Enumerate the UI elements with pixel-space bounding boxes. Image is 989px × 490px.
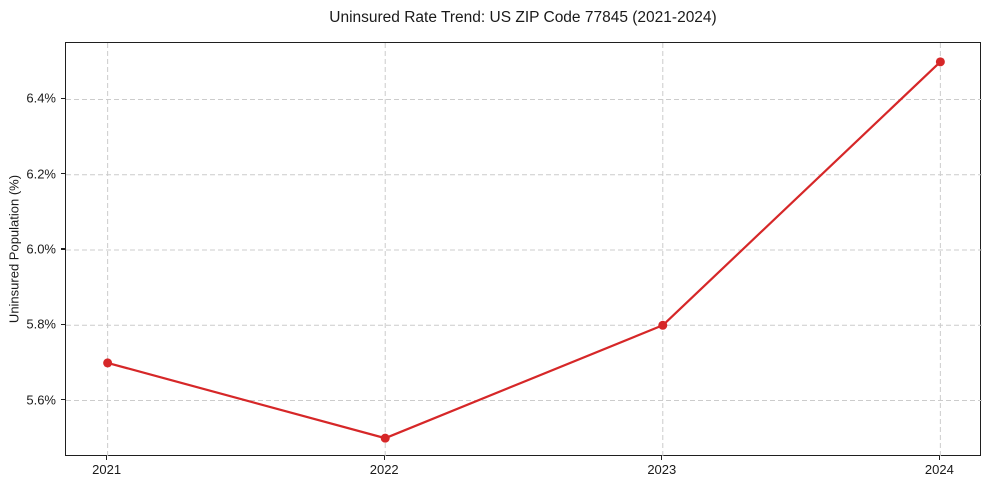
y-tick-label: 6.4% <box>26 90 56 106</box>
x-tick-mark <box>661 456 663 460</box>
data-point-2022 <box>380 433 390 443</box>
x-tick-label: 2024 <box>924 462 954 477</box>
y-tick-mark <box>61 97 65 100</box>
x-tick-label: 2023 <box>647 462 677 477</box>
y-tick-mark <box>61 248 65 250</box>
x-tick-label: 2022 <box>369 462 399 477</box>
y-tick-label: 6.0% <box>26 241 56 257</box>
y-tick-mark <box>61 173 65 175</box>
y-tick-mark <box>61 398 65 401</box>
x-tick-mark <box>105 456 108 460</box>
y-tick-label: 5.6% <box>26 392 56 408</box>
line-series <box>106 60 942 440</box>
data-point-2024 <box>935 57 945 67</box>
y-tick-label: 6.2% <box>26 166 56 182</box>
plot-area <box>65 42 982 457</box>
data-point-2021 <box>103 358 113 368</box>
x-tick-mark <box>383 456 385 460</box>
y-axis-label: Uninsured Population (%) <box>6 174 22 324</box>
line-chart-svg <box>66 43 982 457</box>
x-tick-mark <box>938 456 940 460</box>
chart-title: Uninsured Rate Trend: US ZIP Code 77845 … <box>329 9 717 26</box>
x-tick-label: 2021 <box>92 462 122 477</box>
y-tick-label: 5.8% <box>26 316 56 332</box>
data-point-2023 <box>658 320 668 330</box>
y-tick-mark <box>61 323 65 325</box>
